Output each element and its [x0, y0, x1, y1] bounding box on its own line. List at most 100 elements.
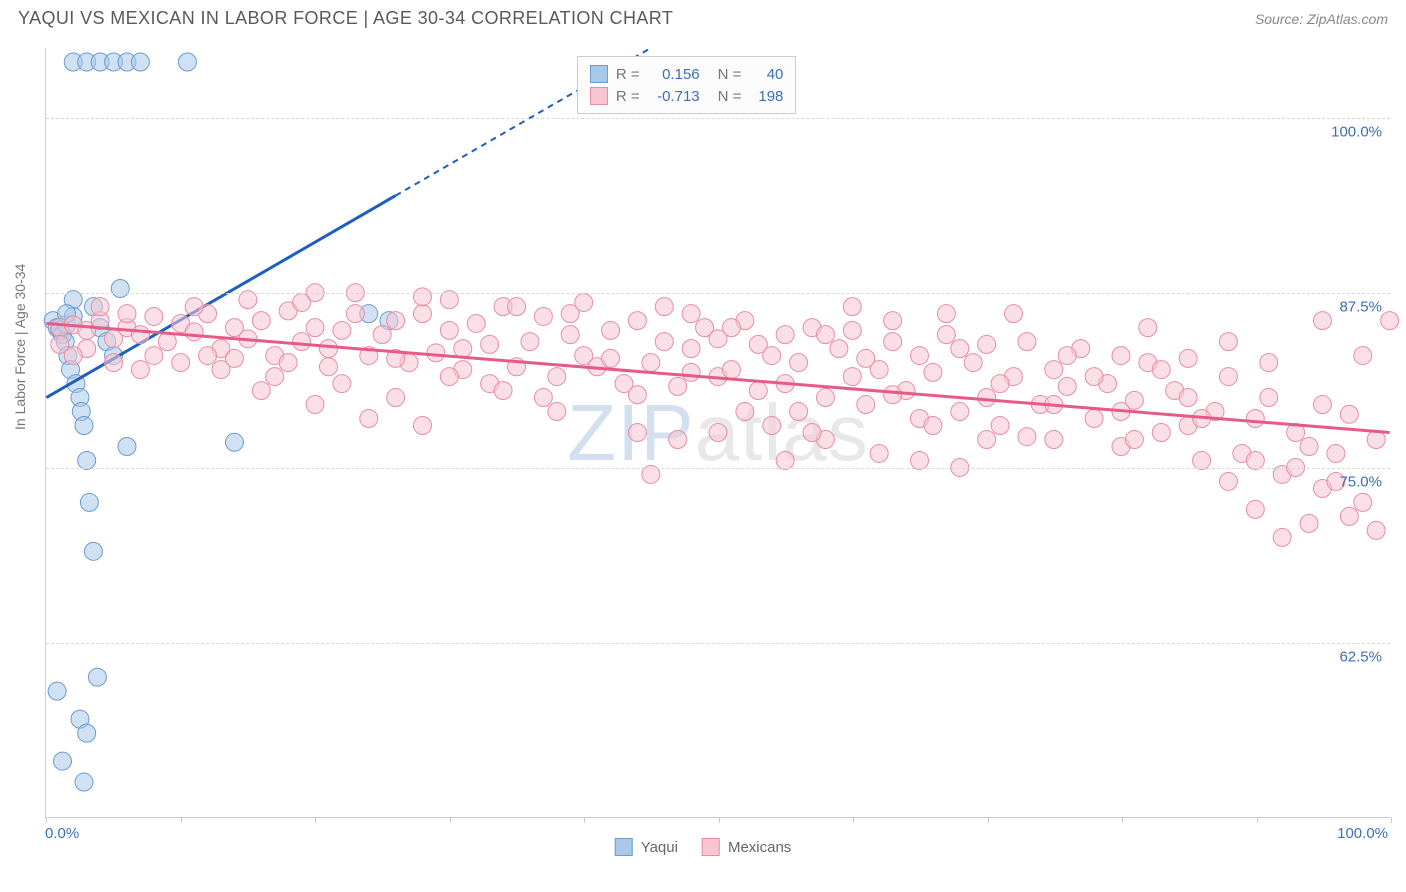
- gridline-h: [46, 643, 1390, 644]
- scatter-point: [1219, 368, 1237, 386]
- scatter-point: [145, 347, 163, 365]
- scatter-point: [1260, 354, 1278, 372]
- scatter-point: [1179, 389, 1197, 407]
- scatter-point: [481, 335, 499, 353]
- scatter-point: [1179, 349, 1197, 367]
- scatter-point: [669, 377, 687, 395]
- scatter-point: [843, 298, 861, 316]
- scatter-point: [548, 368, 566, 386]
- scatter-point: [628, 386, 646, 404]
- scatter-point: [951, 403, 969, 421]
- scatter-point: [1300, 437, 1318, 455]
- scatter-point: [78, 724, 96, 742]
- scatter-point: [387, 389, 405, 407]
- scatter-point: [736, 403, 754, 421]
- stat-r-value: -0.713: [648, 88, 700, 105]
- scatter-point: [910, 451, 928, 469]
- scatter-point: [1313, 312, 1331, 330]
- legend-label: Mexicans: [728, 839, 791, 856]
- scatter-point: [628, 312, 646, 330]
- stat-r-value: 0.156: [648, 66, 700, 83]
- scatter-point: [91, 298, 109, 316]
- scatter-point: [75, 773, 93, 791]
- stats-swatch: [590, 87, 608, 105]
- scatter-point: [830, 340, 848, 358]
- scatter-point: [199, 347, 217, 365]
- scatter-point: [1058, 377, 1076, 395]
- scatter-point: [373, 326, 391, 344]
- y-axis-label: In Labor Force | Age 30-34: [12, 264, 28, 430]
- x-tick: [450, 817, 451, 823]
- legend-swatch: [702, 838, 720, 856]
- scatter-point: [319, 340, 337, 358]
- scatter-point: [80, 493, 98, 511]
- scatter-point: [776, 451, 794, 469]
- scatter-point: [790, 403, 808, 421]
- scatter-point: [682, 305, 700, 323]
- scatter-point: [602, 321, 620, 339]
- scatter-point: [910, 347, 928, 365]
- stat-r-label: R =: [616, 88, 640, 105]
- scatter-point: [131, 361, 149, 379]
- scatter-point: [360, 410, 378, 428]
- stats-row: R = -0.713 N = 198: [590, 85, 784, 107]
- scatter-point: [1300, 514, 1318, 532]
- stats-row: R = 0.156 N = 40: [590, 63, 784, 85]
- scatter-point: [1354, 347, 1372, 365]
- x-tick: [315, 817, 316, 823]
- scatter-point: [333, 375, 351, 393]
- scatter-point: [1327, 444, 1345, 462]
- scatter-point: [225, 433, 243, 451]
- scatter-point: [78, 451, 96, 469]
- scatter-point: [561, 326, 579, 344]
- scatter-point: [682, 363, 700, 381]
- legend-item: Mexicans: [702, 838, 791, 856]
- scatter-point: [857, 396, 875, 414]
- scatter-point: [252, 312, 270, 330]
- y-tick-label: 87.5%: [1339, 299, 1382, 316]
- scatter-point: [1152, 361, 1170, 379]
- stat-n-label: N =: [718, 88, 742, 105]
- scatter-point: [937, 326, 955, 344]
- x-tick: [181, 817, 182, 823]
- scatter-point: [306, 319, 324, 337]
- scatter-point: [924, 363, 942, 381]
- scatter-point: [790, 354, 808, 372]
- scatter-point: [1260, 389, 1278, 407]
- scatter-point: [709, 424, 727, 442]
- y-tick-label: 75.0%: [1339, 474, 1382, 491]
- scatter-point: [454, 340, 472, 358]
- scatter-point: [749, 335, 767, 353]
- scatter-point: [225, 349, 243, 367]
- gridline-h: [46, 468, 1390, 469]
- x-tick: [46, 817, 47, 823]
- scatter-point: [467, 314, 485, 332]
- stats-box: R = 0.156 N = 40 R = -0.713 N = 198: [577, 56, 797, 114]
- scatter-point: [1112, 347, 1130, 365]
- scatter-point: [508, 298, 526, 316]
- scatter-point: [1085, 368, 1103, 386]
- scatter-point: [722, 319, 740, 337]
- scatter-point: [521, 333, 539, 351]
- x-tick: [1122, 817, 1123, 823]
- scatter-point: [1367, 521, 1385, 539]
- scatter-point: [602, 349, 620, 367]
- scatter-point: [1246, 410, 1264, 428]
- scatter-point: [1045, 361, 1063, 379]
- scatter-point: [111, 279, 129, 297]
- scatter-point: [1058, 347, 1076, 365]
- stat-n-label: N =: [718, 66, 742, 83]
- scatter-point: [991, 417, 1009, 435]
- scatter-point: [88, 668, 106, 686]
- scatter-point: [279, 354, 297, 372]
- scatter-point: [548, 403, 566, 421]
- scatter-point: [884, 386, 902, 404]
- legend-swatch: [615, 838, 633, 856]
- scatter-point: [494, 382, 512, 400]
- scatter-point: [427, 344, 445, 362]
- stat-n-value: 198: [749, 88, 783, 105]
- scatter-point: [54, 752, 72, 770]
- scatter-point: [951, 340, 969, 358]
- scatter-point: [884, 312, 902, 330]
- scatter-point: [655, 298, 673, 316]
